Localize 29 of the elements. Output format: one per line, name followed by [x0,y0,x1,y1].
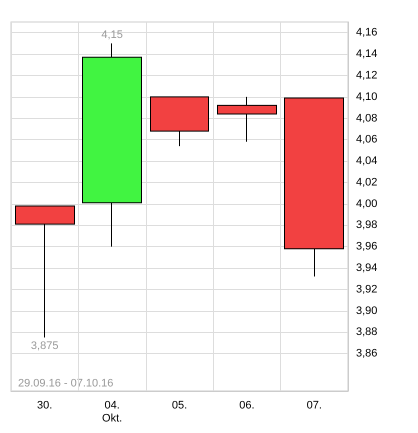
candlestick [15,205,75,338]
candlestick [284,97,344,278]
y-tick-label: 4,02 [356,176,378,188]
annotation: 4,15 [101,28,123,41]
y-tick-label: 4,00 [356,198,378,210]
y-tick-label: 3,86 [356,348,378,360]
x-tick-label: 07. [306,400,322,412]
y-tick-label: 3,90 [356,304,378,317]
x-tick-label: 05. [172,400,188,412]
candlestick [217,96,277,142]
y-tick-label: 4,06 [356,134,378,146]
y-tick-label: 4,04 [356,155,378,168]
y-tick-label: 3,96 [356,240,378,253]
y-tick-label: 4,10 [356,90,378,103]
y-tick-label: 4,16 [356,26,378,39]
x-tick-label: 06. [239,400,255,412]
y-tick-label: 3,94 [356,262,378,274]
y-tick-label: 3,92 [356,283,378,296]
y-tick-label: 4,12 [356,69,378,82]
y-tick-label: 3,98 [356,219,378,232]
annotation: 29.09.16 - 07.10.16 [18,378,114,390]
candlestick [150,96,209,147]
y-tick-label: 3,88 [356,326,378,338]
x-tick-label: 30. [37,400,52,412]
annotation: 3,875 [30,340,58,352]
y-tick-label: 4,14 [356,48,378,60]
candlestick [82,42,142,248]
x-tick-label: 04. Okt. [102,400,122,424]
y-tick-label: 4,08 [356,112,378,124]
